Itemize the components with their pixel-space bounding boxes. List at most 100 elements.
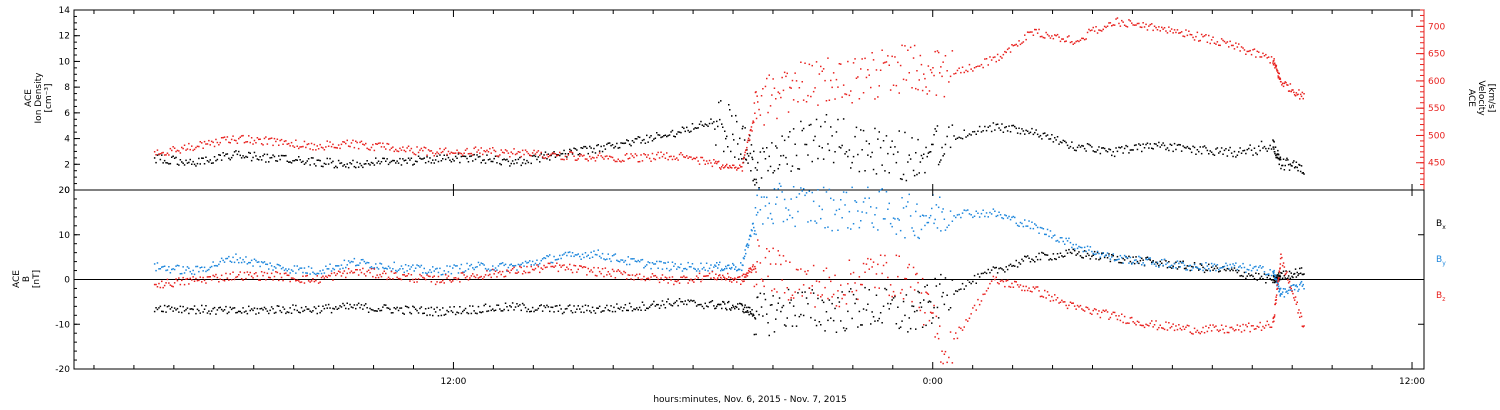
bz-series-point [567, 268, 570, 270]
by-series-point [544, 257, 547, 260]
bz-series-point [923, 324, 925, 326]
density-series-point [1253, 147, 1256, 149]
density-series-point [743, 139, 746, 141]
bz-series-point [597, 267, 599, 269]
by-series-point [414, 267, 417, 269]
velocity-series-point [1115, 18, 1117, 20]
bz-series-point [156, 286, 159, 288]
bz-series-point [1281, 256, 1283, 259]
bz-series-point [1071, 302, 1073, 304]
bz-series-point [720, 276, 722, 279]
velocity-series-point [509, 156, 511, 158]
bz-series-point [1275, 296, 1277, 298]
density-series-point [556, 154, 558, 156]
by-series-point [944, 229, 947, 231]
bx-series-point [1052, 253, 1055, 255]
bz-series-point [805, 273, 808, 275]
velocity-series-point [738, 167, 740, 169]
density-series-point [818, 145, 821, 147]
by-series-point [598, 255, 601, 258]
by-series-point [574, 254, 577, 256]
density-series-point [955, 138, 957, 140]
bz-series-point [623, 270, 625, 273]
bz-series-point [359, 269, 361, 271]
bz-series-point [1112, 311, 1114, 314]
by-series-point [392, 268, 394, 270]
velocity-series-point [541, 156, 544, 158]
velocity-series-point [921, 89, 924, 92]
by-series-point [937, 206, 940, 209]
bz-series-point [1129, 317, 1132, 319]
by-series-point [697, 268, 699, 270]
bz-series-point [1175, 325, 1177, 327]
density-series-point [420, 158, 423, 160]
bz-series-point [935, 315, 938, 318]
by-series-point [507, 266, 510, 269]
density-series-point [292, 160, 294, 162]
velocity-series-point [487, 151, 490, 153]
density-series-point [357, 166, 360, 168]
density-series-point [580, 147, 582, 149]
bx-series-point [1079, 255, 1082, 257]
bz-series-point [477, 277, 480, 279]
by-series-point [1044, 233, 1046, 236]
velocity-series-point [1216, 41, 1219, 43]
by-series-point [1001, 217, 1003, 219]
velocity-series-point [1281, 84, 1283, 86]
by-series-point [904, 237, 906, 239]
bz-series-point [878, 287, 880, 289]
bx-series-point [782, 304, 785, 307]
bz-series-point [776, 291, 778, 293]
bx-series-point [307, 308, 310, 310]
bx-series-point [674, 301, 676, 304]
density-series-point [953, 135, 955, 137]
by-series-point [1226, 264, 1229, 267]
density-series-point [1025, 129, 1027, 132]
bz-series-point [802, 284, 805, 286]
by-series-point [477, 261, 480, 264]
density-series-point [684, 130, 686, 133]
bz-series-point [443, 282, 445, 284]
density-series-point [279, 158, 281, 161]
by-series-point [808, 190, 811, 192]
bz-series-point [492, 268, 494, 271]
bz-series-point [755, 271, 757, 273]
density-series-point [546, 158, 548, 160]
bx-series-point [791, 325, 794, 327]
bz-series-point [1054, 294, 1056, 296]
bx-series-point [173, 307, 176, 309]
density-series-point [559, 154, 561, 157]
density-series-point [1064, 140, 1066, 142]
density-series-point [316, 159, 318, 161]
by-series-point [1136, 262, 1139, 264]
by-series-point [1293, 288, 1296, 291]
velocity-series-point [155, 154, 157, 156]
bx-series-point [178, 311, 180, 313]
density-series-point [306, 160, 308, 162]
bz-series-point [1283, 266, 1286, 268]
bx-series-point [940, 273, 942, 276]
bx-series-point [335, 306, 337, 308]
bx-series-point [1283, 275, 1286, 277]
bx-series-point [814, 319, 816, 321]
by-series-point [1230, 266, 1233, 269]
bz-series-point [857, 298, 859, 301]
top-right-tick-label: 500 [1428, 131, 1445, 141]
density-series-point [590, 147, 592, 149]
bz-series-point [963, 326, 965, 328]
velocity-series-point [613, 159, 615, 161]
bz-series-point [410, 274, 413, 276]
by-series-point [949, 210, 952, 212]
velocity-series-point [1240, 46, 1243, 48]
density-series-point [1092, 150, 1094, 152]
bx-series-point [1292, 276, 1294, 279]
density-series-point [802, 127, 805, 130]
bx-series-point [450, 310, 453, 312]
bx-series-point [637, 309, 639, 311]
density-series-point [797, 168, 799, 170]
bz-series-point [536, 264, 538, 266]
density-series-point [1236, 154, 1239, 156]
bz-series-point [634, 274, 637, 277]
bx-series-point [414, 308, 417, 310]
bz-series-point [161, 280, 163, 283]
